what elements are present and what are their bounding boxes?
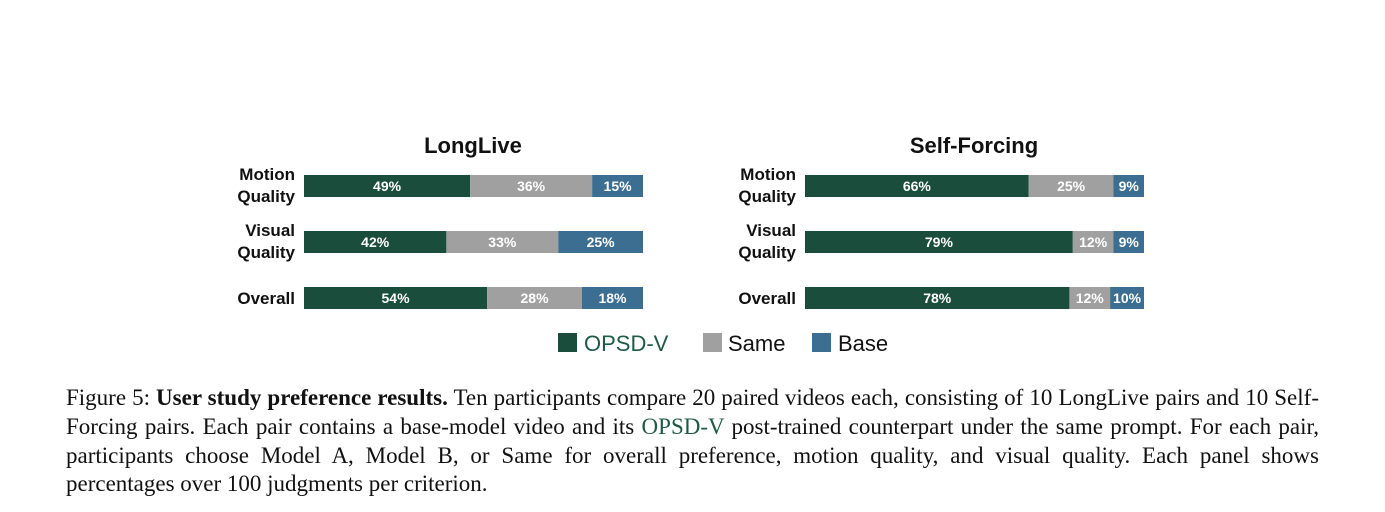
row-label-overall: Overall bbox=[738, 289, 796, 308]
row-label-motion-quality: Motion Quality bbox=[738, 165, 796, 206]
data-label-base-visual-quality: 25% bbox=[587, 234, 616, 250]
row-label-visual-quality: Visual Quality bbox=[738, 221, 796, 262]
data-label-base-motion-quality: 15% bbox=[604, 178, 633, 194]
legend-label-opsd-v: OPSD-V bbox=[584, 331, 669, 356]
bar-base-motion-quality bbox=[592, 175, 643, 197]
legend-label-base: Base bbox=[838, 331, 888, 356]
data-label-same-overall: 12% bbox=[1076, 290, 1105, 306]
data-label-opsd-v-motion-quality: 49% bbox=[373, 178, 402, 194]
caption-bold-title: User study preference results. bbox=[156, 385, 448, 410]
data-label-base-overall: 10% bbox=[1113, 290, 1142, 306]
row-label-motion-quality: Motion Quality bbox=[237, 165, 295, 206]
caption-prefix: Figure 5: bbox=[66, 385, 157, 410]
bar-same-overall bbox=[487, 287, 582, 309]
caption-accent-opsd: OPSD-V bbox=[641, 413, 725, 439]
panel-title: LongLive bbox=[424, 133, 522, 158]
bar-opsd-v-visual-quality bbox=[805, 231, 1073, 253]
bar-opsd-v-visual-quality bbox=[304, 231, 447, 253]
bar-opsd-v-motion-quality bbox=[304, 175, 471, 197]
bar-base-visual-quality bbox=[558, 231, 643, 253]
bar-base-overall bbox=[581, 287, 643, 309]
data-label-opsd-v-overall: 54% bbox=[382, 290, 411, 306]
panel-title: Self-Forcing bbox=[910, 133, 1038, 158]
panel-self-forcing: Self-Forcing Motion Quality 66% 25% 9% Visual Q… bbox=[738, 133, 1144, 309]
data-label-base-overall: 18% bbox=[598, 290, 627, 306]
bar-same-motion-quality bbox=[470, 175, 593, 197]
legend-swatch-opsd-v bbox=[558, 333, 577, 352]
bar-same-visual-quality bbox=[446, 231, 559, 253]
legend-label-same: Same bbox=[728, 331, 785, 356]
data-label-base-motion-quality: 9% bbox=[1119, 178, 1140, 194]
row-label-overall: Overall bbox=[237, 289, 295, 308]
data-label-same-motion-quality: 25% bbox=[1057, 178, 1086, 194]
data-label-base-visual-quality: 9% bbox=[1119, 234, 1140, 250]
data-label-opsd-v-visual-quality: 79% bbox=[925, 234, 954, 250]
bar-same-overall bbox=[1069, 287, 1111, 309]
data-label-same-overall: 28% bbox=[521, 290, 550, 306]
legend-swatch-base bbox=[812, 333, 831, 352]
bar-base-motion-quality bbox=[1113, 175, 1144, 197]
caption-text-2: post-trained counterpart under the same … bbox=[66, 413, 1319, 497]
bar-same-visual-quality bbox=[1072, 231, 1114, 253]
data-label-same-visual-quality: 12% bbox=[1079, 234, 1108, 250]
row-label-visual-quality: Visual Quality bbox=[237, 221, 295, 262]
figure-caption: Figure 5: User study preference results.… bbox=[66, 384, 1319, 499]
bar-base-overall bbox=[1110, 287, 1144, 309]
legend: OPSD-V Same Base bbox=[558, 331, 888, 356]
panel-longlive: LongLive Motion Quality 49% 36% 15% Visual Qual… bbox=[237, 133, 643, 309]
data-label-opsd-v-motion-quality: 66% bbox=[903, 178, 932, 194]
bar-opsd-v-motion-quality bbox=[805, 175, 1029, 197]
legend-swatch-same bbox=[703, 333, 722, 352]
bar-base-visual-quality bbox=[1113, 231, 1144, 253]
bar-opsd-v-overall bbox=[805, 287, 1070, 309]
bar-same-motion-quality bbox=[1028, 175, 1114, 197]
data-label-same-motion-quality: 36% bbox=[517, 178, 546, 194]
data-label-same-visual-quality: 33% bbox=[488, 234, 517, 250]
caption-text-1: Ten participants compare 20 paired video… bbox=[66, 385, 1319, 439]
data-label-opsd-v-visual-quality: 42% bbox=[361, 234, 390, 250]
data-label-opsd-v-overall: 78% bbox=[923, 290, 952, 306]
bar-opsd-v-overall bbox=[304, 287, 488, 309]
